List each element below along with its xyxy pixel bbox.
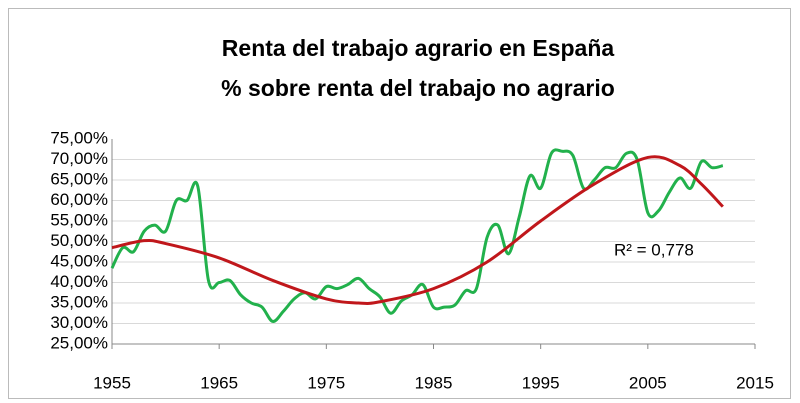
chart-frame: [8, 8, 791, 399]
chart-subtitle: % sobre renta del trabajo no agrario: [221, 75, 615, 101]
y-tick-label: 65,00%: [50, 169, 108, 188]
y-tick-label: 25,00%: [50, 333, 108, 352]
trend-line: [111, 155, 724, 305]
x-tick-label: 1955: [93, 373, 131, 392]
y-tick-label: 40,00%: [50, 272, 108, 291]
y-tick-label: 75,00%: [50, 128, 108, 147]
y-tick-label: 30,00%: [50, 313, 108, 332]
x-tick-label: 1975: [307, 373, 345, 392]
y-tick-label: 70,00%: [50, 149, 108, 168]
y-tick-label: 60,00%: [50, 190, 108, 209]
y-tick-label: 50,00%: [50, 231, 108, 250]
x-tick-label: 1995: [522, 373, 560, 392]
chart-title: Renta del trabajo agrario en España: [222, 35, 615, 61]
x-tick-label: 1985: [415, 373, 453, 392]
x-tick-label: 1965: [200, 373, 238, 392]
x-tick-label: 2015: [736, 373, 774, 392]
data-line: [110, 148, 724, 323]
x-tick-label: 2005: [629, 373, 667, 392]
y-tick-label: 55,00%: [50, 210, 108, 229]
annotation: R² = 0,778: [614, 240, 694, 259]
y-tick-label: 45,00%: [50, 251, 108, 270]
y-tick-label: 35,00%: [50, 292, 108, 311]
